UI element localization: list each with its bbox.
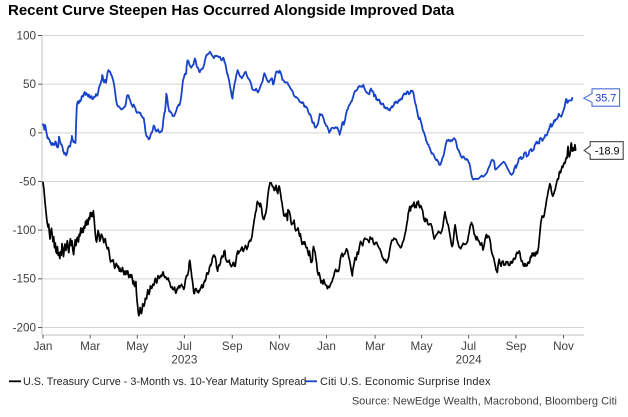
svg-text:Jul: Jul [177,340,192,353]
svg-text:Mar: Mar [80,340,100,353]
svg-text:-50: -50 [19,175,36,188]
svg-text:2024: 2024 [456,354,483,367]
svg-text:35.7: 35.7 [595,93,616,105]
svg-text:Jul: Jul [461,340,476,353]
svg-text:Mar: Mar [365,340,385,353]
svg-text:100: 100 [16,29,36,42]
svg-text:Jan: Jan [34,340,53,353]
svg-text:-100: -100 [13,224,37,237]
svg-text:0: 0 [29,127,36,140]
svg-text:Sep: Sep [222,340,243,353]
svg-text:May: May [126,340,148,353]
svg-text:Source: NewEdge Wealth, Macrob: Source: NewEdge Wealth, Macrobond, Bloom… [352,396,617,408]
svg-text:-150: -150 [13,273,37,286]
svg-text:2023: 2023 [171,354,197,367]
svg-text:U.S. Treasury Curve - 3-Month: U.S. Treasury Curve - 3-Month vs. 10-Yea… [23,376,306,388]
svg-text:-200: -200 [13,321,37,334]
svg-text:Nov: Nov [269,340,290,353]
svg-text:Sep: Sep [506,340,527,353]
svg-text:May: May [411,340,433,353]
svg-text:Citi U.S. Economic Surprise In: Citi U.S. Economic Surprise Index [320,376,491,388]
svg-text:50: 50 [23,78,37,91]
svg-text:Nov: Nov [553,340,574,353]
svg-text:Jan: Jan [317,340,336,353]
svg-text:-18.9: -18.9 [595,145,620,157]
